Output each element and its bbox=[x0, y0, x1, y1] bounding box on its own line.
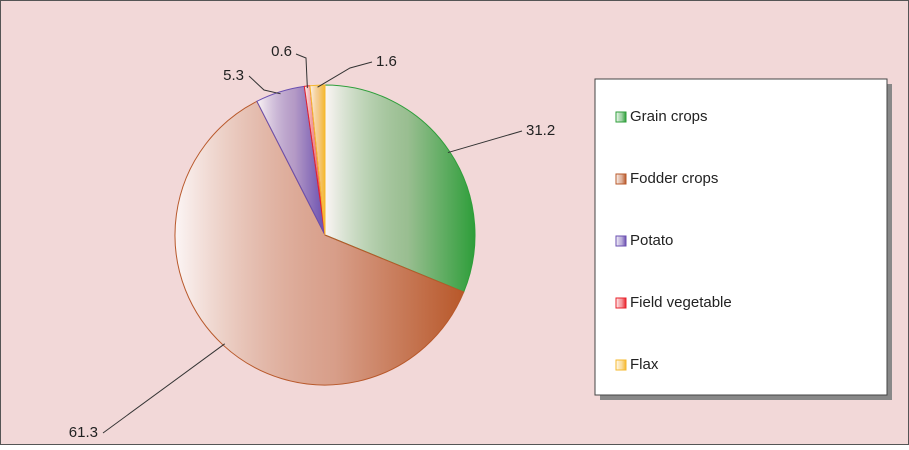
leader-line bbox=[317, 61, 373, 88]
data-label: 0.6 bbox=[271, 43, 292, 60]
legend-box bbox=[594, 78, 888, 396]
legend-label: Fodder crops bbox=[630, 170, 718, 187]
leader-line bbox=[102, 343, 226, 434]
leader-line bbox=[248, 75, 281, 95]
legend-swatch bbox=[615, 111, 627, 123]
leader-line bbox=[447, 130, 523, 154]
legend-label: Grain crops bbox=[630, 108, 708, 125]
legend-swatch bbox=[615, 297, 627, 309]
legend-swatch bbox=[615, 235, 627, 247]
legend-swatch bbox=[615, 359, 627, 371]
legend-label: Field vegetable bbox=[630, 294, 732, 311]
pie-slice bbox=[324, 84, 476, 293]
data-label: 1.6 bbox=[376, 53, 397, 70]
leader-line bbox=[295, 53, 308, 89]
pie-slice bbox=[309, 84, 326, 236]
legend-swatch bbox=[615, 173, 627, 185]
data-label: 5.3 bbox=[223, 67, 244, 84]
data-label: 61.3 bbox=[69, 424, 98, 441]
legend-label: Potato bbox=[630, 232, 673, 249]
data-label: 31.2 bbox=[526, 122, 555, 139]
legend-label: Flax bbox=[630, 356, 659, 373]
